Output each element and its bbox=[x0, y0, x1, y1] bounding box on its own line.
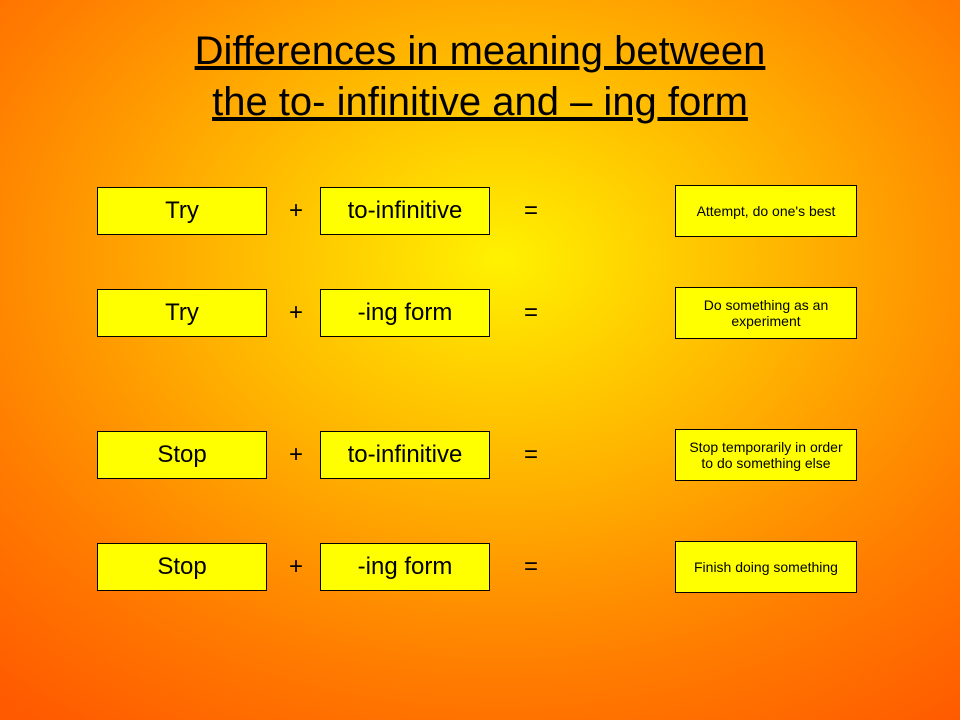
verb-text: Stop bbox=[157, 553, 206, 581]
plus-operator: + bbox=[276, 197, 316, 225]
verb-box: Try bbox=[97, 187, 267, 235]
result-box: Finish doing something bbox=[675, 541, 857, 593]
verb-box: Stop bbox=[97, 431, 267, 479]
verb-text: Try bbox=[165, 197, 199, 225]
equals-operator: = bbox=[506, 299, 556, 327]
form-text: -ing form bbox=[358, 299, 453, 327]
verb-text: Try bbox=[165, 299, 199, 327]
result-box: Stop temporarily in order to do somethin… bbox=[675, 429, 857, 481]
form-box: -ing form bbox=[320, 289, 490, 337]
form-text: -ing form bbox=[358, 553, 453, 581]
result-text: Attempt, do one's best bbox=[697, 203, 836, 219]
title-line-2: the to- infinitive and – ing form bbox=[212, 80, 748, 124]
verb-box: Try bbox=[97, 289, 267, 337]
plus-operator: + bbox=[276, 553, 316, 581]
verb-text: Stop bbox=[157, 441, 206, 469]
result-box: Do something as an experiment bbox=[675, 287, 857, 339]
equation-row: Try + to-infinitive = Attempt, do one's … bbox=[0, 185, 960, 237]
result-text: Finish doing something bbox=[694, 559, 838, 575]
equals-operator: = bbox=[506, 197, 556, 225]
equation-rows: Try + to-infinitive = Attempt, do one's … bbox=[0, 185, 960, 593]
result-text: Stop temporarily in order to do somethin… bbox=[682, 439, 850, 471]
form-text: to-infinitive bbox=[348, 441, 463, 469]
equation-row: Stop + to-infinitive = Stop temporarily … bbox=[0, 429, 960, 481]
form-text: to-infinitive bbox=[348, 197, 463, 225]
equals-operator: = bbox=[506, 553, 556, 581]
equation-row: Stop + -ing form = Finish doing somethin… bbox=[0, 541, 960, 593]
form-box: -ing form bbox=[320, 543, 490, 591]
verb-box: Stop bbox=[97, 543, 267, 591]
slide-content: Differences in meaning between the to- i… bbox=[0, 0, 960, 720]
result-box: Attempt, do one's best bbox=[675, 185, 857, 237]
equation-row: Try + -ing form = Do something as an exp… bbox=[0, 287, 960, 339]
result-text: Do something as an experiment bbox=[682, 297, 850, 329]
plus-operator: + bbox=[276, 299, 316, 327]
title-line-1: Differences in meaning between bbox=[195, 29, 766, 73]
slide-title: Differences in meaning between the to- i… bbox=[0, 0, 960, 128]
form-box: to-infinitive bbox=[320, 431, 490, 479]
plus-operator: + bbox=[276, 441, 316, 469]
form-box: to-infinitive bbox=[320, 187, 490, 235]
equals-operator: = bbox=[506, 441, 556, 469]
